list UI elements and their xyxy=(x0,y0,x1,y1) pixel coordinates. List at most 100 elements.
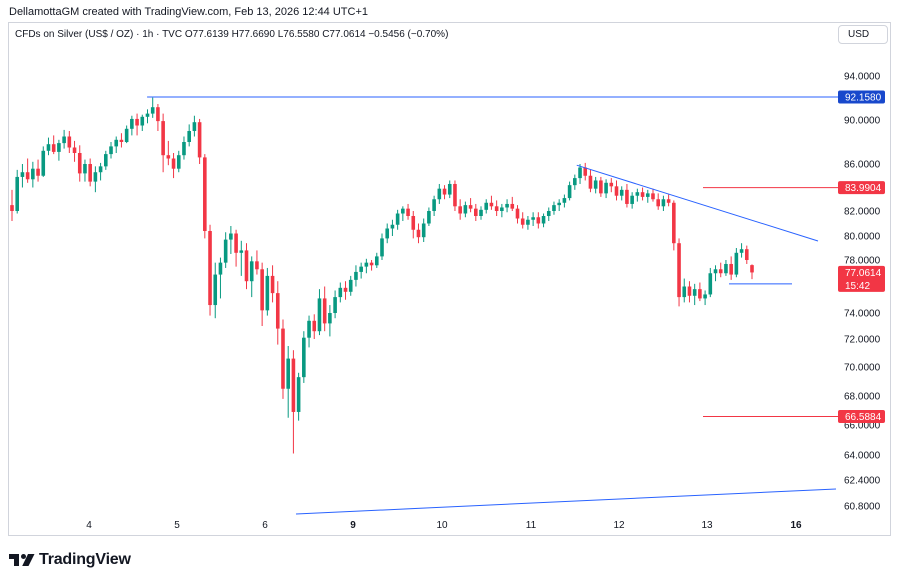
y-tick-label: 80.0000 xyxy=(844,232,881,243)
candle xyxy=(286,346,290,418)
candle xyxy=(275,281,280,345)
candle xyxy=(20,164,25,188)
candle xyxy=(307,315,311,348)
candle xyxy=(354,265,358,287)
candle xyxy=(463,201,468,218)
price-labels-layer: 92.1580 83.9904 77.0614 15:42 66.5884 xyxy=(838,90,885,423)
tradingview-logo[interactable]: TradingView xyxy=(9,550,131,570)
countdown-text: 15:42 xyxy=(845,281,870,292)
candle xyxy=(36,159,40,182)
candle xyxy=(672,200,676,251)
candle xyxy=(625,183,629,208)
candle xyxy=(291,350,296,454)
candle xyxy=(713,265,718,282)
price-label-level: 83.9904 xyxy=(838,181,885,195)
candle xyxy=(682,278,687,303)
candle xyxy=(635,188,640,202)
candle xyxy=(677,238,681,307)
logo-text: TradingView xyxy=(39,551,131,568)
candle xyxy=(640,187,645,201)
x-tick-label: 11 xyxy=(526,520,537,531)
symbol-name[interactable]: CFDs on Silver (US$ / OZ) · 1h · TVC xyxy=(15,29,183,40)
candle xyxy=(166,140,171,166)
candle xyxy=(374,252,379,268)
candle xyxy=(395,209,400,230)
candle xyxy=(197,118,202,164)
candle xyxy=(140,114,145,131)
candle xyxy=(104,150,108,170)
candle xyxy=(557,199,561,211)
candle xyxy=(208,224,212,316)
candle xyxy=(124,125,129,144)
candle xyxy=(437,183,442,204)
candle xyxy=(468,198,473,213)
candle xyxy=(687,281,692,303)
x-tick-label: 9 xyxy=(350,520,356,531)
candle xyxy=(255,250,259,275)
candle xyxy=(213,262,218,319)
candle xyxy=(661,195,666,211)
currency-button[interactable]: USD xyxy=(838,25,888,44)
candle xyxy=(578,164,582,184)
candle xyxy=(348,275,353,296)
candle xyxy=(484,199,489,214)
candle xyxy=(312,314,317,339)
candle xyxy=(609,178,614,193)
candle xyxy=(364,258,369,274)
time-axis: 4 5 6 9 10 11 12 13 16 xyxy=(86,520,802,531)
candle xyxy=(385,223,390,244)
x-tick-label: 6 xyxy=(262,520,268,531)
trend-line[interactable] xyxy=(576,164,819,242)
candle xyxy=(135,113,139,136)
candle xyxy=(229,226,233,254)
candle xyxy=(698,282,702,302)
x-tick-label: 10 xyxy=(436,520,448,531)
candle xyxy=(651,188,655,202)
candle xyxy=(500,203,504,218)
candle xyxy=(390,219,395,236)
candle xyxy=(645,189,650,203)
trend-line[interactable] xyxy=(295,488,837,515)
candle xyxy=(281,319,285,399)
candle xyxy=(249,256,254,298)
candle xyxy=(520,212,525,229)
candle xyxy=(567,181,572,201)
candle xyxy=(401,206,405,221)
candle xyxy=(552,201,556,215)
candle xyxy=(692,283,697,306)
candle xyxy=(562,194,567,208)
candle xyxy=(343,281,348,300)
candle xyxy=(119,133,124,148)
candle xyxy=(10,189,14,221)
x-tick-label: 13 xyxy=(701,520,713,531)
candle xyxy=(708,267,713,298)
candle xyxy=(244,243,249,290)
candle xyxy=(494,200,499,216)
attribution-text: DellamottaGM created with TradingView.co… xyxy=(9,6,369,18)
tradingview-logo-icon xyxy=(9,554,35,566)
candle xyxy=(515,205,520,224)
y-tick-label: 60.8000 xyxy=(844,502,881,513)
candle xyxy=(739,243,744,258)
candle xyxy=(192,115,197,137)
candle xyxy=(77,145,82,182)
candle xyxy=(218,257,223,299)
candle xyxy=(489,195,494,210)
x-tick-label: 12 xyxy=(613,520,625,531)
candle xyxy=(458,199,462,220)
candle xyxy=(72,140,77,162)
candle xyxy=(447,180,452,199)
candle xyxy=(666,194,671,207)
candle xyxy=(270,265,275,303)
candle xyxy=(51,135,56,155)
candle xyxy=(302,331,306,383)
candle xyxy=(187,124,191,147)
candle xyxy=(171,153,176,179)
candle xyxy=(474,203,478,221)
price-label-text: 66.5884 xyxy=(845,412,882,423)
candle xyxy=(599,176,603,197)
y-tick-label: 78.0000 xyxy=(844,256,881,267)
candles-layer xyxy=(10,97,754,454)
candle xyxy=(328,305,332,337)
